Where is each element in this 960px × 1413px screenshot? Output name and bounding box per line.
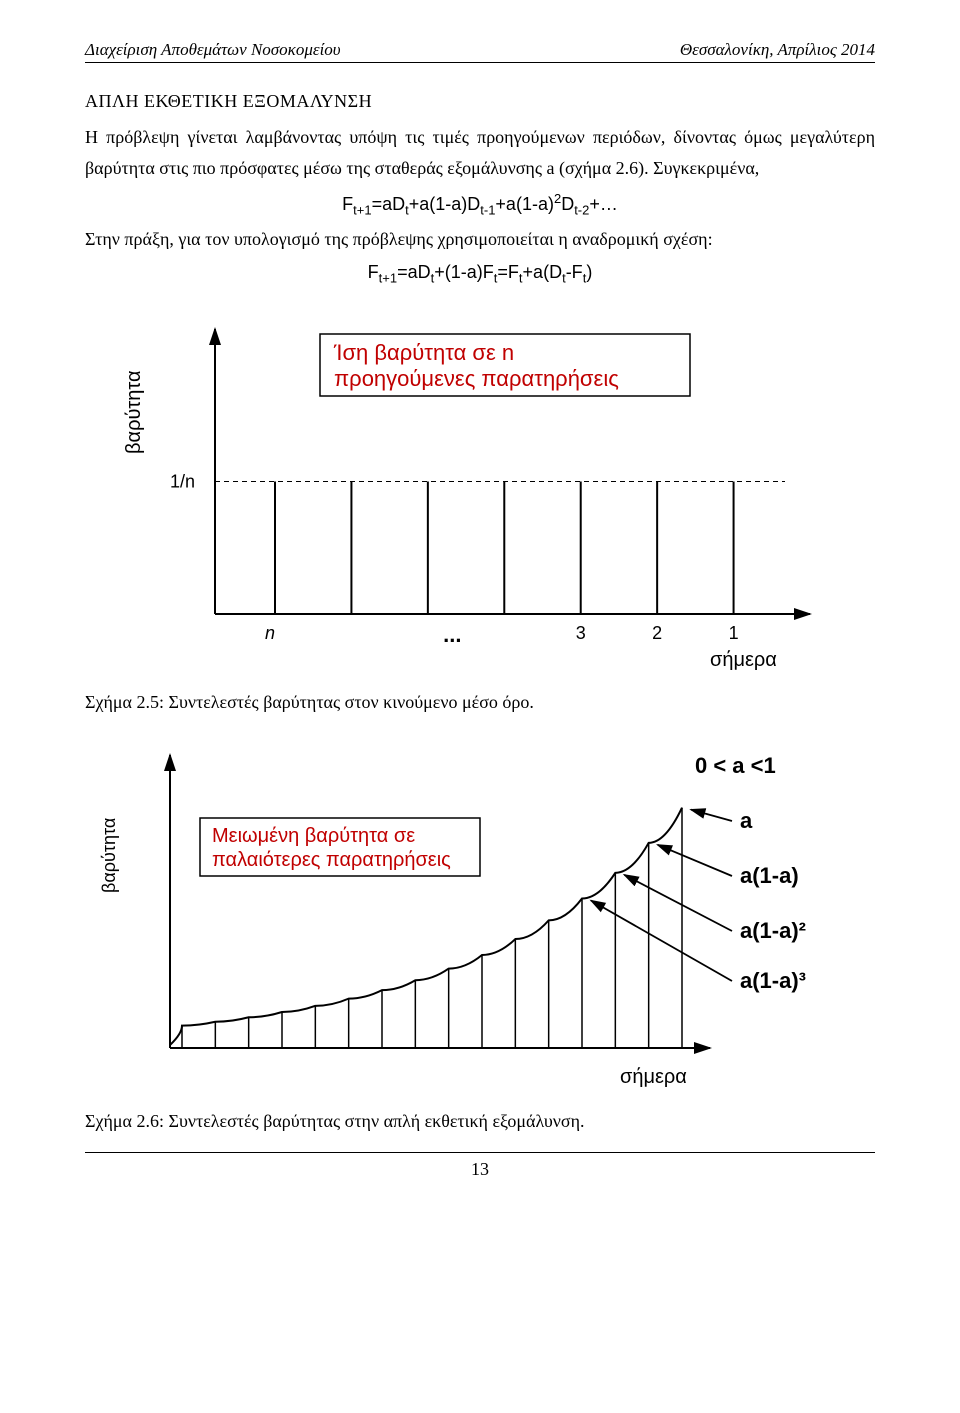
svg-text:σήμερα: σήμερα (620, 1066, 687, 1088)
svg-text:...: ... (443, 622, 461, 647)
header-left: Διαχείριση Αποθεμάτων Νοσοκομείου (85, 40, 341, 60)
figure-2-container: βαρύτητα 0 < a <1 a a(1-a) a(1-a)² a(1-a)³ Μει… (85, 733, 875, 1103)
paragraph-1: Η πρόβλεψη γίνεται λαμβάνοντας υπόψη τις… (85, 122, 875, 183)
svg-text:σήμερα: σήμερα (710, 649, 777, 671)
svg-text:3: 3 (576, 623, 586, 643)
svg-text:1/n: 1/n (170, 471, 195, 491)
svg-text:n: n (265, 623, 275, 643)
svg-text:βαρύτητα: βαρύτητα (123, 370, 145, 454)
section-title: ΑΠΛΗ ΕΚΘΕΤΙΚΗ ΕΞΟΜΑΛΥΝΣΗ (85, 91, 875, 112)
svg-text:Ίση βαρύτητα σε n: Ίση βαρύτητα σε n (333, 340, 514, 365)
figure-1-svg: βαρύτητα 1/n n... 3 2 1 σήμερα Ίση βαρύτητα σε … (120, 304, 840, 684)
figure-1-caption: Σχήμα 2.5: Συντελεστές βαρύτητας στον κι… (85, 692, 875, 713)
svg-text:Μειωμένη βαρύτητα σε: Μειωμένη βαρύτητα σε (212, 825, 415, 847)
page-number: 13 (85, 1152, 875, 1180)
page-content: Διαχείριση Αποθεμάτων Νοσοκομείου Θεσσαλ… (0, 0, 960, 1210)
svg-text:1: 1 (729, 623, 739, 643)
figure-2-caption: Σχήμα 2.6: Συντελεστές βαρύτητας στην απ… (85, 1111, 875, 1132)
svg-text:2: 2 (652, 623, 662, 643)
header-right: Θεσσαλονίκη, Απρίλιος 2014 (680, 40, 875, 60)
svg-text:βαρύτητα: βαρύτητα (99, 818, 119, 893)
formula-2: Ft+1=aDt+(1-a)Ft=Ft+a(Dt-Ft) (85, 262, 875, 286)
svg-text:προηγούμενες παρατηρήσεις: προηγούμενες παρατηρήσεις (334, 366, 619, 391)
svg-text:a: a (740, 808, 753, 833)
page-header: Διαχείριση Αποθεμάτων Νοσοκομείου Θεσσαλ… (85, 40, 875, 63)
svg-text:a(1-a)²: a(1-a)² (740, 918, 806, 943)
figure-2-svg: βαρύτητα 0 < a <1 a a(1-a) a(1-a)² a(1-a)³ Μει… (95, 733, 865, 1103)
figure-1-container: βαρύτητα 1/n n... 3 2 1 σήμερα Ίση βαρύτητα σε … (85, 304, 875, 684)
formula-1: Ft+1=aDt+a(1-a)Dt-1+a(1-a)2Dt-2+… (85, 191, 875, 218)
svg-text:0 < a <1: 0 < a <1 (695, 753, 776, 778)
paragraph-2: Στην πράξη, για τον υπολογισμό της πρόβλ… (85, 224, 875, 255)
svg-text:παλαιότερες παρατηρήσεις: παλαιότερες παρατηρήσεις (212, 849, 451, 871)
svg-text:a(1-a): a(1-a) (740, 863, 799, 888)
svg-text:a(1-a)³: a(1-a)³ (740, 968, 806, 993)
